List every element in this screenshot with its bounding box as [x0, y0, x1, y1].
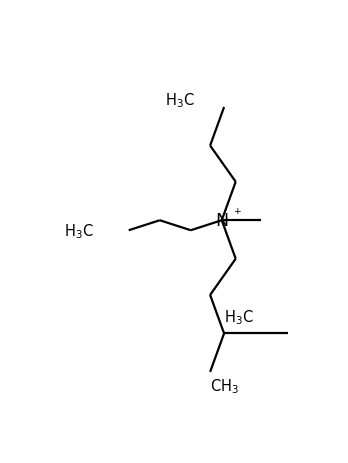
- Text: N: N: [215, 212, 228, 230]
- Text: CH$_3$: CH$_3$: [210, 377, 239, 395]
- Text: H$_3$C: H$_3$C: [64, 221, 94, 240]
- Text: $^+$: $^+$: [232, 206, 243, 219]
- Text: H$_3$C: H$_3$C: [165, 91, 195, 109]
- Text: H$_3$C: H$_3$C: [224, 307, 254, 326]
